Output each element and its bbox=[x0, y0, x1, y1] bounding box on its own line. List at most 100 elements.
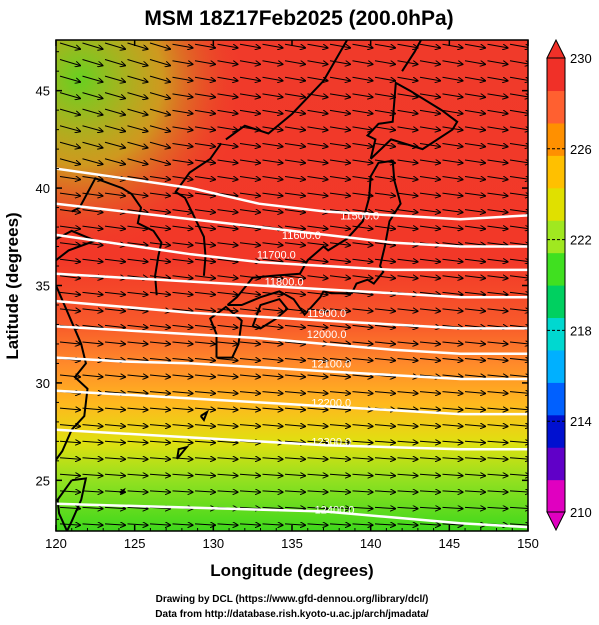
wind-arrow bbox=[419, 259, 440, 262]
wind-arrow bbox=[397, 93, 418, 97]
wind-arrow bbox=[127, 441, 148, 443]
wind-arrow bbox=[127, 375, 148, 377]
wind-arrow bbox=[194, 292, 215, 294]
wind-arrow bbox=[442, 392, 463, 394]
colorbar-segment bbox=[547, 414, 565, 448]
colorbar-segment bbox=[547, 90, 565, 124]
height-contour-line bbox=[56, 167, 528, 221]
wind-arrow bbox=[172, 408, 193, 410]
wind-arrow bbox=[419, 276, 440, 278]
wind-arrow bbox=[374, 60, 395, 65]
colorbar-segment bbox=[547, 58, 565, 92]
wind-arrow bbox=[172, 325, 193, 327]
wind-arrow bbox=[307, 358, 328, 360]
height-contour-line bbox=[56, 356, 528, 381]
wind-arrow bbox=[59, 92, 80, 99]
wind-arrow bbox=[509, 524, 528, 525]
wind-arrow bbox=[509, 43, 528, 48]
colorbar-tick-label: 214 bbox=[570, 414, 592, 429]
wind-arrow bbox=[509, 375, 528, 377]
wind-arrow bbox=[352, 43, 373, 48]
wind-arrow bbox=[284, 507, 305, 508]
wind-arrow bbox=[397, 43, 418, 48]
wind-arrow bbox=[104, 375, 125, 377]
wind-arrow bbox=[172, 342, 193, 344]
wind-arrow bbox=[509, 507, 528, 508]
wind-arrow bbox=[509, 143, 528, 146]
x-tick-label: 140 bbox=[360, 536, 382, 551]
wind-arrow bbox=[194, 193, 215, 196]
wind-arrow bbox=[307, 425, 328, 427]
wind-arrow bbox=[149, 125, 170, 132]
wind-arrow bbox=[352, 325, 373, 327]
wind-arrow bbox=[59, 474, 80, 475]
wind-arrow bbox=[262, 210, 283, 213]
wind-arrow bbox=[419, 425, 440, 427]
wind-arrow bbox=[487, 474, 508, 475]
wind-arrow bbox=[172, 375, 193, 377]
wind-arrow bbox=[487, 309, 508, 311]
wind-arrow bbox=[374, 276, 395, 278]
wind-arrow bbox=[509, 342, 528, 344]
wind-arrow bbox=[284, 210, 305, 213]
wind-arrow bbox=[464, 408, 485, 410]
wind-arrow bbox=[397, 226, 418, 229]
wind-arrow bbox=[262, 127, 283, 130]
wind-arrow bbox=[329, 43, 350, 48]
wind-arrow bbox=[419, 60, 440, 65]
colorbar-segment bbox=[547, 349, 565, 383]
wind-arrow bbox=[284, 226, 305, 229]
height-contour-line bbox=[56, 325, 528, 355]
wind-arrow bbox=[217, 342, 238, 344]
wind-arrow bbox=[329, 276, 350, 278]
wind-arrow bbox=[82, 441, 103, 443]
wind-arrow bbox=[464, 177, 485, 180]
wind-arrow bbox=[509, 93, 528, 97]
wind-arrow bbox=[509, 76, 528, 80]
colorbar-tick-label: 210 bbox=[570, 505, 592, 520]
wind-arrow bbox=[104, 125, 125, 132]
wind-arrow bbox=[127, 177, 148, 180]
wind-arrow bbox=[104, 158, 125, 164]
wind-arrow bbox=[262, 491, 283, 492]
wind-arrow bbox=[487, 259, 508, 262]
wind-arrow bbox=[104, 408, 125, 410]
wind-arrow bbox=[464, 441, 485, 443]
wind-arrow bbox=[127, 292, 148, 294]
wind-arrow bbox=[397, 259, 418, 262]
wind-arrow bbox=[464, 259, 485, 262]
wind-arrow bbox=[194, 276, 215, 278]
wind-arrow bbox=[82, 292, 103, 294]
wind-arrow bbox=[59, 425, 80, 427]
wind-arrow bbox=[307, 259, 328, 262]
wind-arrow bbox=[59, 458, 80, 460]
wind-arrow bbox=[262, 93, 283, 97]
wind-arrow bbox=[419, 392, 440, 394]
wind-arrow bbox=[239, 243, 260, 246]
wind-arrow bbox=[239, 358, 260, 360]
wind-arrow bbox=[59, 125, 80, 132]
wind-arrow bbox=[194, 60, 215, 65]
wind-arrow bbox=[307, 276, 328, 278]
wind-arrow bbox=[374, 458, 395, 460]
x-tick-label: 120 bbox=[45, 536, 67, 551]
wind-arrow bbox=[284, 392, 305, 394]
wind-arrow bbox=[217, 408, 238, 410]
wind-arrow bbox=[59, 375, 80, 377]
wind-arrow bbox=[284, 143, 305, 146]
wind-arrow bbox=[104, 342, 125, 344]
colorbar-segment bbox=[547, 220, 565, 254]
wind-arrow bbox=[307, 491, 328, 492]
wind-arrow bbox=[127, 358, 148, 360]
wind-arrow bbox=[127, 408, 148, 410]
wind-arrow bbox=[262, 43, 283, 48]
wind-arrow bbox=[262, 375, 283, 377]
wind-arrow bbox=[419, 524, 440, 525]
wind-arrow bbox=[419, 474, 440, 475]
wind-arrow bbox=[127, 108, 148, 115]
wind-arrow bbox=[217, 458, 238, 460]
wind-arrow bbox=[487, 160, 508, 163]
colorbar-segment bbox=[547, 317, 565, 351]
colorbar-frame bbox=[546, 57, 566, 513]
wind-arrow bbox=[464, 210, 485, 213]
